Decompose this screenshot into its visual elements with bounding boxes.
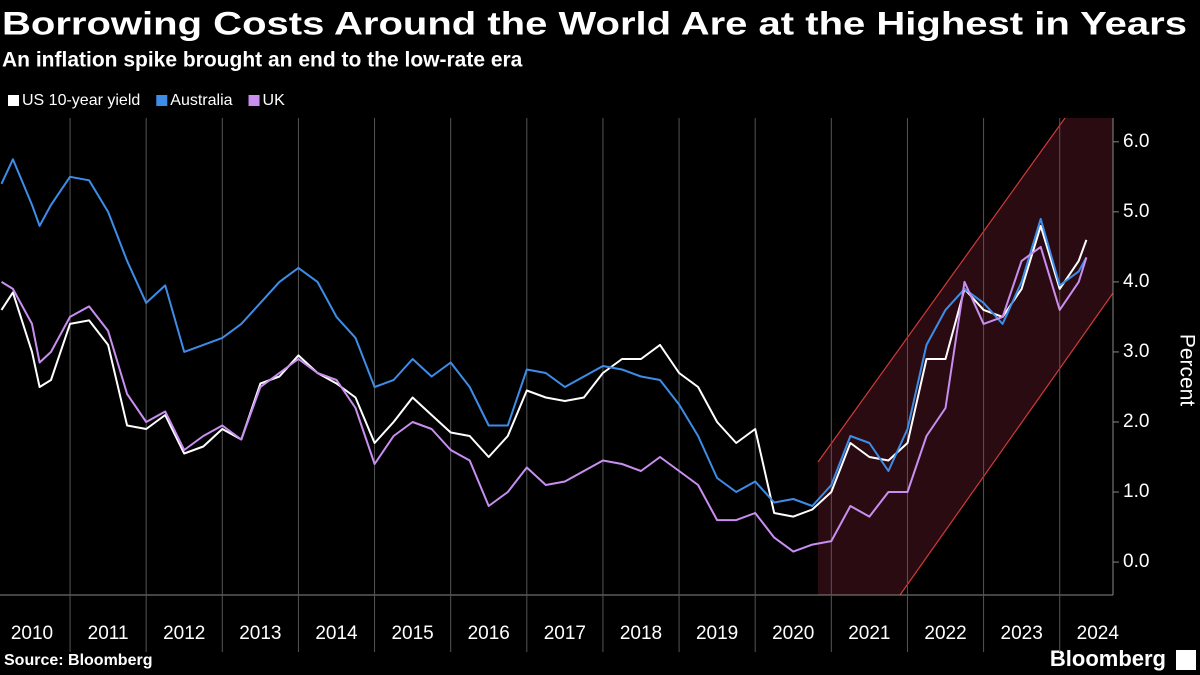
series-line — [0, 158, 1088, 507]
x-tick-label: 2010 — [11, 623, 53, 644]
channel-annotation — [817, 117, 1114, 596]
x-tick-label: 2011 — [88, 623, 129, 644]
legend-swatch — [156, 95, 168, 106]
series-line — [0, 245, 1088, 553]
y-tick-label: 2.0 — [1123, 411, 1149, 432]
logo-icon — [1176, 650, 1196, 670]
legend-label: UK — [263, 92, 286, 109]
chart-title: Borrowing Costs Around the World Are at … — [2, 5, 1187, 41]
x-tick-label: 2024 — [1077, 623, 1120, 644]
logo: Bloomberg — [1050, 646, 1166, 671]
x-tick-label: 2017 — [544, 623, 586, 644]
x-tick-label: 2012 — [163, 623, 205, 644]
x-tick-label: 2020 — [772, 623, 814, 644]
source: Source: Bloomberg — [4, 652, 152, 669]
y-axis-title: Percent — [1175, 334, 1198, 407]
x-tick-label: 2018 — [620, 623, 662, 644]
legend-swatch — [8, 95, 19, 106]
y-tick-label: 3.0 — [1123, 341, 1149, 362]
x-tick-label: 2015 — [391, 623, 433, 644]
x-tick-label: 2014 — [315, 623, 358, 644]
legend-label: US 10-year yield — [22, 92, 140, 109]
y-tick-label: 6.0 — [1123, 131, 1149, 152]
y-tick-label: 4.0 — [1123, 271, 1149, 292]
chart-subtitle: An inflation spike brought an end to the… — [2, 49, 523, 72]
x-tick-label: 2019 — [696, 623, 738, 644]
x-tick-label: 2022 — [924, 623, 966, 644]
x-tick-label: 2016 — [468, 623, 510, 644]
legend-swatch — [248, 95, 260, 106]
channel-lower — [899, 292, 1114, 596]
y-tick-label: 1.0 — [1123, 481, 1149, 502]
x-tick-label: 2021 — [848, 623, 890, 644]
y-tick-label: 5.0 — [1123, 201, 1149, 222]
x-tick-label: 2023 — [1001, 623, 1043, 644]
channel-fill — [818, 118, 1113, 595]
y-tick-label: 0.0 — [1123, 551, 1149, 572]
series-line — [0, 224, 1088, 518]
x-tick-label: 2013 — [239, 623, 281, 644]
legend-label: Australia — [170, 92, 232, 109]
channel-upper — [817, 117, 1066, 463]
